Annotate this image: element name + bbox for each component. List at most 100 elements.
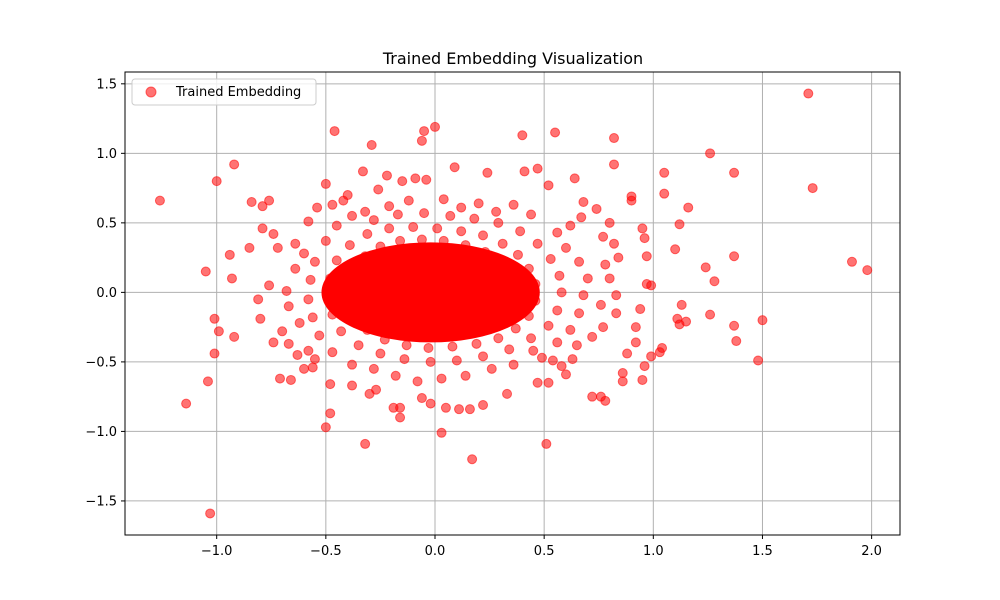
y-tick-label: −1.5 (85, 494, 117, 509)
scatter-point (609, 159, 620, 170)
scatter-point (275, 373, 285, 384)
scatter-point (622, 348, 633, 359)
scatter-point (264, 195, 275, 206)
scatter-point (268, 228, 279, 239)
scatter-point (646, 351, 657, 362)
scatter-point (181, 398, 192, 409)
scatter-point (154, 195, 165, 206)
scatter-point (626, 195, 637, 206)
scatter-point (290, 238, 301, 249)
scatter-point (480, 298, 491, 309)
scatter-point (425, 281, 436, 292)
scatter-point (493, 333, 504, 344)
scatter-point (430, 121, 440, 132)
scatter-point (591, 203, 602, 214)
scatter-point (403, 195, 414, 206)
scatter-point (351, 312, 362, 323)
scatter-point (399, 266, 410, 277)
x-tick-label: 1.5 (752, 544, 773, 559)
scatter-point (445, 210, 456, 221)
scatter-point (336, 326, 347, 337)
scatter-point (412, 376, 423, 387)
scatter-point (639, 233, 650, 244)
scatter-point (578, 197, 589, 208)
scatter-point (554, 270, 565, 281)
scatter-point (497, 238, 508, 249)
scatter-point (375, 312, 386, 323)
scatter-point (543, 180, 554, 191)
scatter-point (425, 329, 436, 340)
scatter-point (427, 305, 438, 316)
scatter-point (587, 391, 598, 402)
scatter-point (283, 338, 294, 349)
scatter-point (473, 198, 484, 209)
scatter-point (475, 265, 486, 276)
scatter-point (320, 422, 331, 433)
scatter-point (862, 265, 873, 276)
scatter-point (327, 347, 338, 358)
scatter-point (438, 235, 449, 246)
scatter-point (209, 348, 220, 359)
scatter-point (447, 283, 458, 294)
scatter-point (729, 320, 740, 331)
scatter-point (565, 220, 576, 231)
scatter-point (440, 402, 451, 413)
scatter-point (545, 254, 556, 265)
plot-frame (124, 71, 901, 536)
scatter-point (211, 176, 222, 187)
scatter-point (641, 251, 652, 262)
scatter-point (390, 256, 401, 267)
legend-marker (145, 86, 157, 98)
scatter-point (395, 412, 406, 423)
scatter-point (609, 133, 620, 144)
scatter-point (434, 284, 445, 295)
scatter-point (478, 399, 489, 410)
scatter-point (403, 312, 414, 323)
scatter-point (205, 508, 216, 519)
scatter-point (517, 130, 528, 141)
x-tick-label: 1.0 (643, 544, 664, 559)
scatter-point (598, 322, 609, 333)
scatter-point (630, 322, 641, 333)
scatter-point (456, 202, 467, 213)
legend-label: Trained Embedding (175, 85, 301, 100)
scatter-point (462, 291, 473, 302)
scatter-point (360, 438, 371, 449)
scatter-point (357, 166, 368, 177)
scatter-point (405, 326, 416, 337)
scatter-point (362, 324, 373, 335)
scatter-point (303, 345, 314, 356)
x-tick-label: −0.5 (310, 544, 342, 559)
scatter-point (510, 323, 521, 334)
scatter-point (416, 234, 427, 245)
scatter-point (229, 331, 240, 342)
scatter-point (569, 173, 580, 184)
y-tick-label: −0.5 (85, 355, 117, 370)
scatter-point (360, 251, 371, 262)
scatter-point (371, 384, 382, 395)
scatter-point (464, 256, 475, 267)
scatter-point (423, 342, 434, 353)
scatter-point (757, 315, 768, 326)
scatter-point (257, 201, 268, 212)
scatter-point (659, 167, 670, 178)
scatter-point (368, 215, 379, 226)
scatter-point (532, 377, 543, 388)
scatter-point (430, 273, 440, 284)
scatter-point (408, 251, 419, 262)
scatter-point (244, 242, 255, 253)
scatter-point (443, 305, 454, 316)
chart-title: Trained Embedding Visualization (382, 49, 643, 68)
scatter-point (447, 251, 458, 262)
scatter-point (397, 176, 408, 187)
scatter-point (272, 242, 283, 253)
scatter-point (611, 308, 622, 319)
scatter-point (560, 369, 571, 380)
scatter-point (421, 316, 432, 327)
scatter-point (384, 284, 395, 295)
scatter-point (384, 201, 395, 212)
scatter-point (229, 159, 240, 170)
scatter-point (491, 206, 502, 217)
data-points (154, 88, 873, 519)
scatter-point (523, 311, 534, 322)
